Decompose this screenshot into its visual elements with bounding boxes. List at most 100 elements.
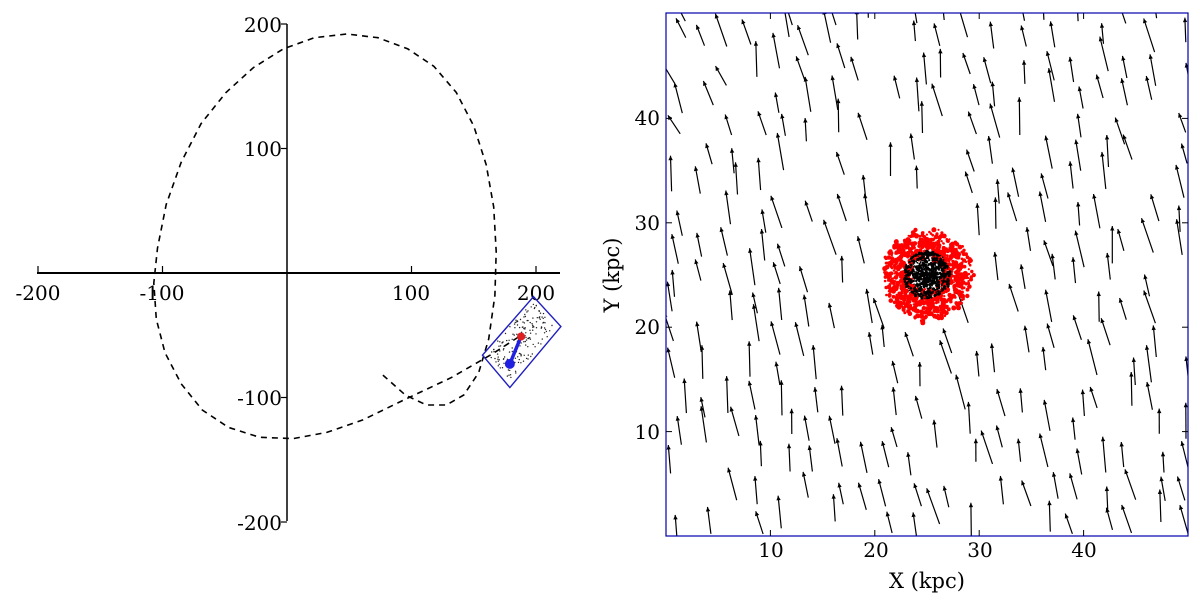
field-particle [515, 319, 517, 321]
core-particle [935, 265, 938, 269]
vector-arrow [881, 440, 890, 468]
field-particle [535, 321, 538, 323]
vector-arrow [1049, 21, 1056, 48]
cloud-particle [948, 238, 951, 241]
core-particle [927, 264, 930, 267]
vector-arrow [774, 92, 780, 113]
cloud-particle [948, 256, 953, 261]
core-particle [920, 268, 924, 271]
vector-arrow [836, 193, 847, 222]
core-particle [928, 296, 931, 298]
core-particle [923, 252, 927, 256]
field-particle [529, 332, 532, 334]
cloud-particle [964, 260, 968, 264]
cloud-particle [929, 303, 935, 308]
core-particle [911, 280, 913, 283]
vector-arrow [705, 143, 713, 165]
cloud-particle [888, 283, 892, 286]
field-particle [509, 374, 512, 376]
vector-arrow [757, 111, 767, 136]
cloud-particle [954, 247, 958, 251]
field-particle [543, 327, 546, 329]
vector-arrow [694, 259, 702, 281]
core-particle [924, 266, 927, 268]
cloud-particle [902, 297, 907, 303]
field-particle [519, 345, 521, 347]
core-particle [923, 255, 925, 258]
field-particle [538, 310, 540, 313]
cloud-particle [910, 242, 916, 248]
vector-arrow [1040, 173, 1049, 199]
vector-arrow [1043, 240, 1054, 267]
field-particle [535, 305, 537, 307]
vector-arrow [1045, 50, 1055, 81]
cloud-particle [952, 293, 956, 298]
core-particle [925, 263, 928, 266]
cloud-particle [905, 245, 910, 250]
core-particle [936, 287, 939, 291]
vector-arrow [695, 232, 703, 257]
vector-arrow [1124, 469, 1137, 500]
field-particle [523, 354, 525, 356]
cloud-particle [931, 313, 936, 318]
field-particle [516, 324, 519, 326]
cloud-particle [933, 234, 939, 240]
cloud-particle [945, 248, 950, 254]
vector-arrow [666, 281, 673, 312]
core-particle [903, 278, 905, 281]
cloud-particle [884, 261, 888, 265]
vector-arrow [835, 151, 845, 175]
field-particle [538, 316, 540, 319]
vector-arrow [680, 13, 686, 22]
core-particle [925, 284, 927, 286]
vector-arrow [823, 219, 837, 255]
vector-arrow [1175, 219, 1183, 255]
vector-arrow [1183, 402, 1188, 439]
cloud-particle [938, 244, 942, 247]
vector-arrow [759, 228, 766, 261]
cloud-particle [923, 236, 930, 242]
field-particle [508, 374, 510, 376]
vector-arrow [1071, 257, 1077, 284]
field-particle [498, 359, 500, 361]
vector-arrow [955, 374, 966, 410]
core-particle [921, 272, 924, 276]
vector-arrow [867, 332, 874, 355]
core-particle [912, 263, 915, 265]
vector-arrow [942, 328, 953, 354]
core-particle [917, 272, 920, 274]
vector-arrow [942, 13, 945, 21]
vector-arrow [754, 415, 760, 445]
core-particle [919, 261, 922, 264]
field-particle [502, 341, 504, 343]
core-particle [916, 261, 919, 264]
field-particle [544, 322, 546, 324]
y-tick-label: -100 [237, 386, 282, 410]
vector-arrow [1017, 97, 1022, 136]
core-particle [923, 263, 925, 265]
vector-arrow [911, 20, 917, 42]
cloud-particle [943, 314, 947, 318]
cloud-particle [923, 310, 929, 315]
vector-arrow [880, 324, 885, 348]
field-particle [504, 332, 507, 335]
field-particle [534, 306, 536, 309]
field-particle [544, 328, 547, 331]
core-particle [919, 282, 922, 285]
field-particle [527, 358, 529, 360]
cloud-particle [885, 275, 889, 279]
vector-arrow [932, 419, 938, 448]
field-particle [542, 317, 544, 320]
field-particle [508, 339, 510, 341]
cloud-particle [893, 239, 899, 245]
core-particle [926, 274, 929, 276]
core-particle [912, 292, 915, 295]
vector-arrow [1159, 476, 1166, 502]
cloud-particle [884, 257, 887, 261]
vector-arrow [891, 387, 897, 416]
core-particle [931, 257, 934, 260]
vector-arrow [714, 65, 727, 86]
vector-arrow [1155, 13, 1158, 19]
cloud-particle [899, 250, 904, 255]
cloud-particle [959, 276, 964, 280]
